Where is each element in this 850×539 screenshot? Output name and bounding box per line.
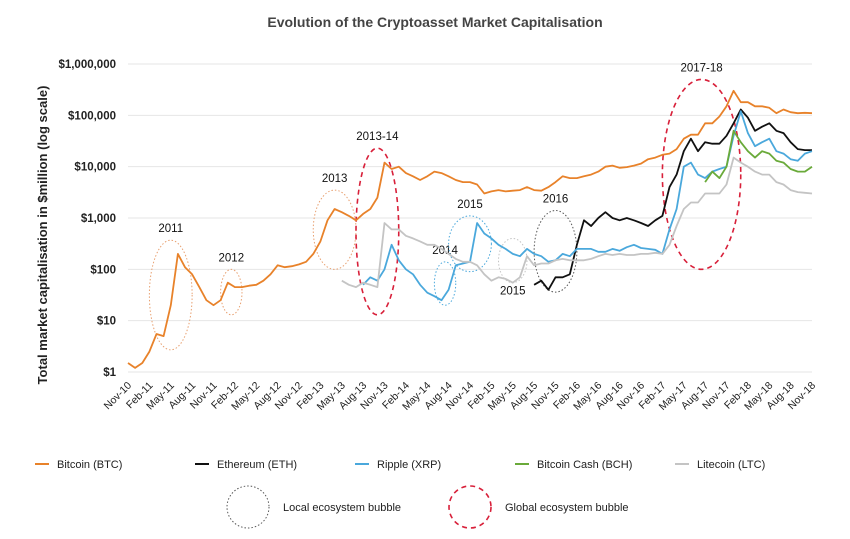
- series-line-ripple: [362, 110, 813, 302]
- legend-label: Local ecosystem bubble: [283, 502, 401, 514]
- legend-label: Ethereum (ETH): [217, 459, 297, 471]
- y-tick-label: $1,000: [81, 213, 116, 225]
- y-axis-label: Total market capitalisation in $million …: [35, 86, 50, 385]
- y-tick-label: $1: [103, 367, 116, 379]
- legend-label: Global ecosystem bubble: [505, 502, 629, 514]
- y-tick-label: $1,000,000: [58, 59, 116, 71]
- series-line-bitcoin: [127, 89, 813, 369]
- local-bubble-ellipse: [498, 237, 528, 284]
- bubble-label: 2013: [322, 173, 348, 185]
- bubble-label: 2016: [543, 193, 569, 205]
- bubble-label: 2013-14: [356, 131, 399, 143]
- y-tick-label: $10,000: [74, 162, 116, 174]
- global-bubble-ellipse: [661, 78, 742, 271]
- local-bubble-ellipse: [220, 268, 243, 316]
- local-bubble-ellipse: [433, 261, 457, 306]
- bubble-label: 2012: [219, 252, 245, 264]
- local-bubble-ellipse: [448, 215, 492, 273]
- series-line-bitcoin: [704, 129, 813, 183]
- global-bubble-legend-icon: [448, 485, 492, 529]
- local-bubble-ellipse: [148, 239, 193, 351]
- local-bubble-ellipse: [533, 209, 578, 293]
- bubble-label: 2015: [500, 286, 526, 298]
- local-bubble-legend-icon: [226, 485, 270, 529]
- global-bubble-ellipse: [355, 147, 400, 316]
- chart-title: Evolution of the Cryptoasset Market Capi…: [267, 14, 602, 30]
- bubble-label: 2015: [457, 199, 483, 211]
- bubble-label: 2017-18: [680, 62, 722, 74]
- y-tick-label: $100: [90, 264, 116, 276]
- series-line-ethereum: [533, 108, 812, 291]
- series-line-litecoin: [341, 156, 813, 288]
- y-tick-label: $10: [97, 316, 116, 328]
- legend-label: Bitcoin Cash (BCH): [537, 459, 632, 471]
- legend-label: Bitcoin (BTC): [57, 459, 122, 471]
- y-tick-label: $100,000: [68, 110, 116, 122]
- local-bubble-ellipse: [312, 189, 357, 270]
- legend-label: Ripple (XRP): [377, 459, 441, 471]
- bubble-label: 2011: [158, 223, 183, 235]
- legend-label: Litecoin (LTC): [697, 459, 765, 471]
